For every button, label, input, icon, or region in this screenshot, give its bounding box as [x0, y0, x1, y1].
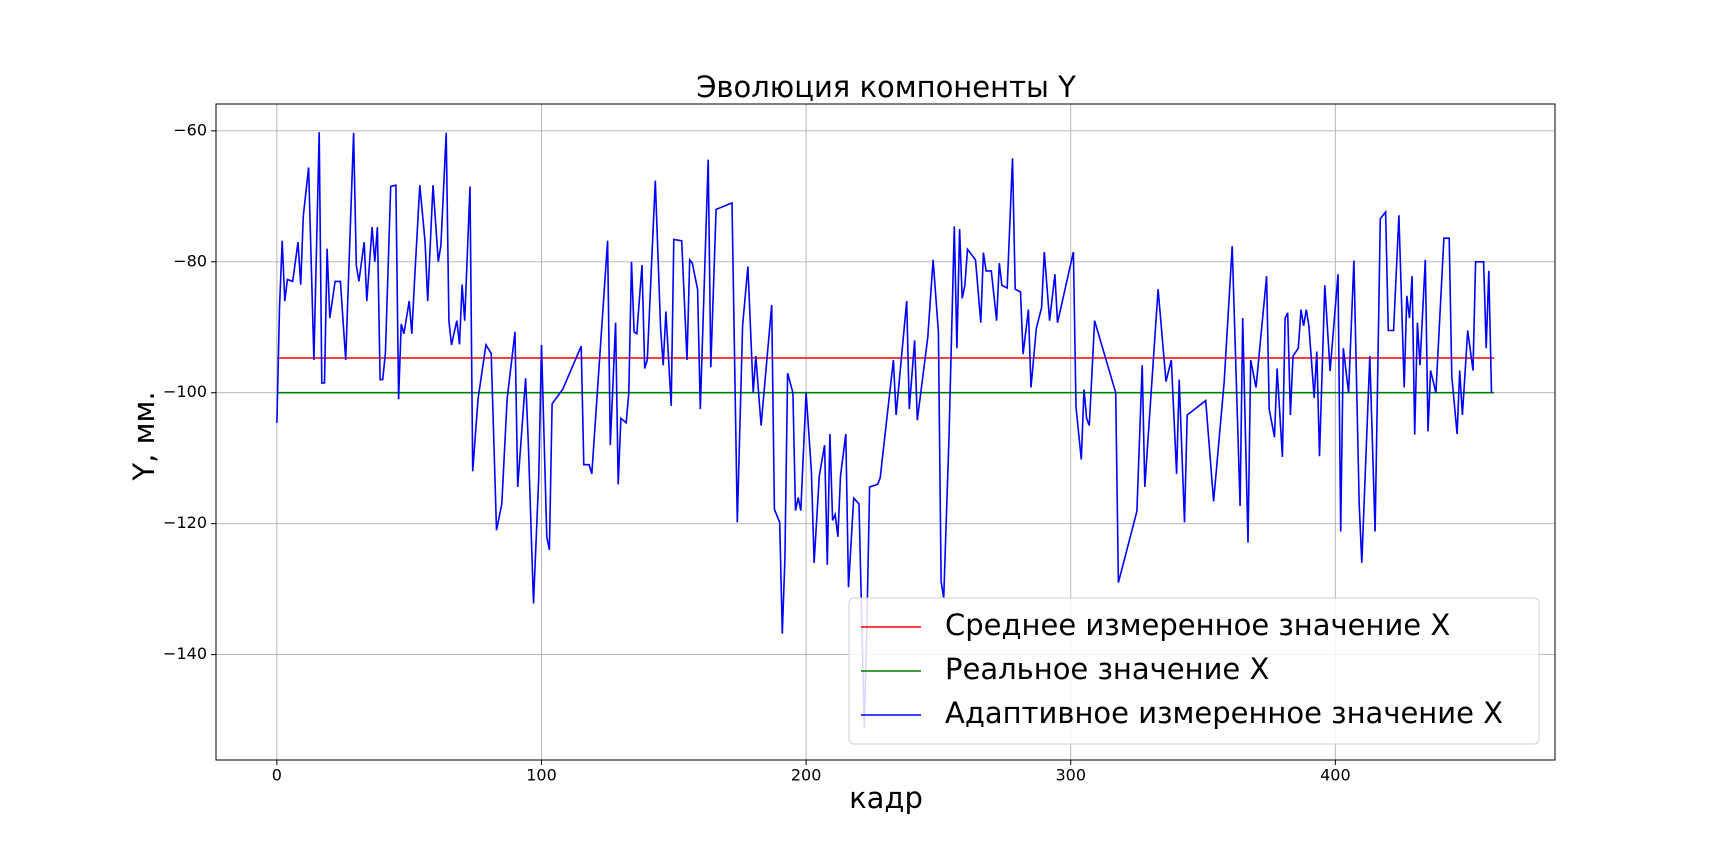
x-tick-label: 200 — [791, 766, 822, 785]
y-tick-label: −80 — [173, 251, 207, 270]
legend-label: Адаптивное измеренное значение X — [945, 696, 1503, 730]
y-tick-label: −60 — [173, 120, 207, 139]
x-tick-label: 0 — [272, 766, 282, 785]
legend-box — [848, 597, 1540, 745]
y-tick-label: −140 — [163, 644, 207, 663]
x-tick-label: 400 — [1320, 766, 1351, 785]
y-tick-label: −120 — [163, 513, 207, 532]
chart-title: Эволюция компоненты Y — [696, 70, 1076, 104]
legend-label: Среднее измеренное значение X — [945, 608, 1450, 642]
x-tick-label: 300 — [1055, 766, 1086, 785]
data-line — [276, 132, 1493, 728]
y-axis-label: Y, мм. — [127, 391, 161, 481]
legend: Среднее измеренное значение X Реальное зн… — [848, 597, 1540, 745]
x-tick-label: 100 — [526, 766, 557, 785]
y-tick-label: −100 — [163, 382, 207, 401]
x-axis-label: кадр — [849, 781, 923, 815]
plot-frame — [215, 103, 1556, 761]
legend-label: Реальное значение X — [945, 652, 1269, 686]
